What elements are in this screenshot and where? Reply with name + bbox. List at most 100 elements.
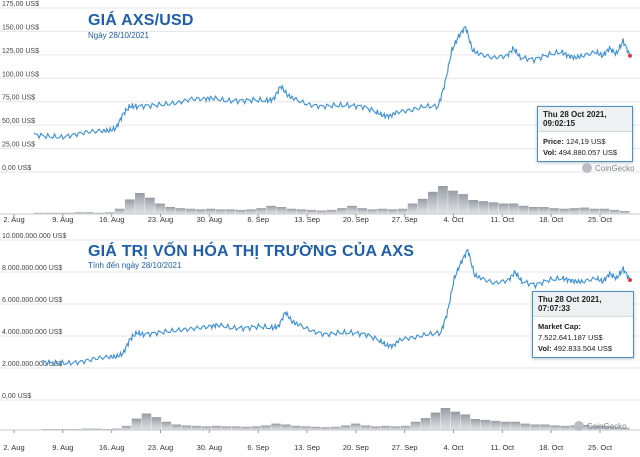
volume-bar (600, 425, 610, 430)
x-tick-label: 25. Oct (588, 443, 613, 452)
chart1-brand-label: CoinGecko (595, 163, 635, 173)
volume-bar (478, 201, 489, 214)
volume-bar (518, 205, 529, 214)
volume-bar (440, 408, 451, 430)
x-tick-label: 2. Aug (3, 215, 24, 224)
volume-bar (539, 207, 549, 214)
volume-bar (296, 209, 307, 214)
volume-bar (350, 423, 361, 430)
volume-bar (470, 419, 481, 430)
volume-bar (590, 425, 600, 430)
volume-bar (256, 208, 266, 214)
volume-bar (589, 208, 600, 214)
y-tick-label: 4.000.000.000 US$ (2, 329, 62, 336)
chart1-tooltip-label2: Vol: (543, 148, 557, 157)
chart2-subtitle: Tính đến ngày 28/10/2021 (88, 261, 182, 270)
volume-bar (331, 426, 341, 430)
volume-bar (427, 191, 438, 214)
volume-bar (175, 208, 186, 214)
chart1-subtitle: Ngày 28/10/2021 (88, 31, 149, 40)
x-tick-label: 30. Aug (197, 215, 222, 224)
volume-bar (114, 208, 125, 214)
volume-bar (579, 207, 590, 214)
y-tick-label: 125,00 US$ (2, 48, 39, 55)
volume-bar (316, 210, 327, 214)
chart2-tooltip-label2: Vol: (538, 344, 552, 353)
chart1-tooltip-value2: 494.880.057 US$ (558, 148, 618, 157)
x-tick-label: 2. Aug (3, 443, 24, 452)
volume-bar (619, 211, 630, 214)
y-tick-label: 8.000.000.000 US$ (2, 265, 62, 272)
volume-bar (326, 209, 337, 214)
volume-bar (450, 411, 461, 430)
volume-bar (438, 186, 448, 214)
volume-bar (231, 426, 241, 430)
volume-bar (357, 208, 367, 214)
volume-bar (599, 208, 610, 214)
y-tick-label: 75,00 US$ (2, 95, 35, 102)
y-tick-label: 0,00 US$ (2, 393, 31, 400)
x-tick-label: 20. Sep (343, 443, 369, 452)
volume-bar (251, 426, 261, 430)
last-point-marker (628, 53, 632, 58)
x-tick-label: 20. Sep (343, 215, 369, 224)
volume-bar (104, 212, 115, 214)
volume-bar (417, 198, 428, 214)
x-tick-label: 27. Sep (392, 443, 418, 452)
volume-bar (165, 207, 176, 214)
volume-bar (560, 425, 570, 430)
volume-bar (311, 426, 321, 430)
x-tick-label: 4. Oct (443, 215, 464, 224)
chart1-tooltip-time: Thu 28 Oct 2021, 09:02:15 (538, 107, 632, 132)
volume-bar (569, 208, 580, 214)
volume-bar (271, 423, 281, 430)
volume-bar (498, 203, 509, 214)
volume-bar (205, 208, 216, 214)
volume-bar (171, 424, 182, 430)
volume-bar (549, 208, 559, 214)
volume-bar (420, 418, 431, 430)
volume-bar (94, 212, 105, 214)
y-tick-label: 0,00 US$ (2, 165, 31, 172)
chart2-tooltip: Thu 28 Oct 2021, 07:07:33 Market Cap: 7.… (532, 291, 634, 358)
volume-bar (360, 425, 371, 430)
x-tick-label: 11. Oct (491, 215, 516, 224)
series-line-market-cap (41, 248, 631, 367)
x-tick-label: 30. Aug (197, 443, 222, 452)
volume-bar (261, 425, 271, 430)
y-tick-label: 10.000.000.000 US$ (2, 233, 66, 240)
chart1-brand: CoinGecko (582, 163, 635, 173)
volume-bar (74, 212, 85, 214)
volume-bar (291, 425, 301, 430)
volume-bar (460, 414, 471, 430)
x-tick-label: 4. Oct (443, 443, 464, 452)
x-tick-label: 23. Aug (148, 215, 173, 224)
chart2-title: GIÁ TRỊ VỐN HÓA THỊ TRƯỜNG CỦA AXS (88, 243, 415, 260)
volume-bar (135, 193, 145, 214)
volume-bar (321, 427, 331, 430)
y-tick-label: 25,00 US$ (2, 142, 35, 149)
chart2-brand: CoinGecko (574, 421, 627, 431)
volume-bar (111, 428, 122, 430)
x-tick-label: 16. Aug (99, 443, 124, 452)
volume-bar (490, 420, 501, 430)
x-tick-label: 6. Sep (247, 215, 269, 224)
x-tick-label: 9. Aug (52, 215, 73, 224)
volume-bar (241, 426, 251, 430)
volume-bar (340, 425, 351, 430)
x-tick-label: 27. Sep (392, 215, 418, 224)
volume-bar (201, 426, 212, 430)
volume-bar (84, 212, 95, 214)
last-point-marker (628, 278, 632, 282)
volume-bar (610, 426, 620, 430)
chart1-tooltip-value1: 124,19 US$ (565, 137, 606, 146)
volume-bar (64, 212, 75, 214)
volume-bar (131, 418, 142, 430)
y-tick-label: 175,00 US$ (2, 1, 39, 8)
series-line-price (33, 26, 631, 141)
volume-bar (468, 200, 479, 214)
x-tick-label: 13. Sep (294, 443, 320, 452)
volume-bar (185, 208, 196, 214)
y-tick-label: 2.000.000.000 US$ (2, 361, 62, 368)
